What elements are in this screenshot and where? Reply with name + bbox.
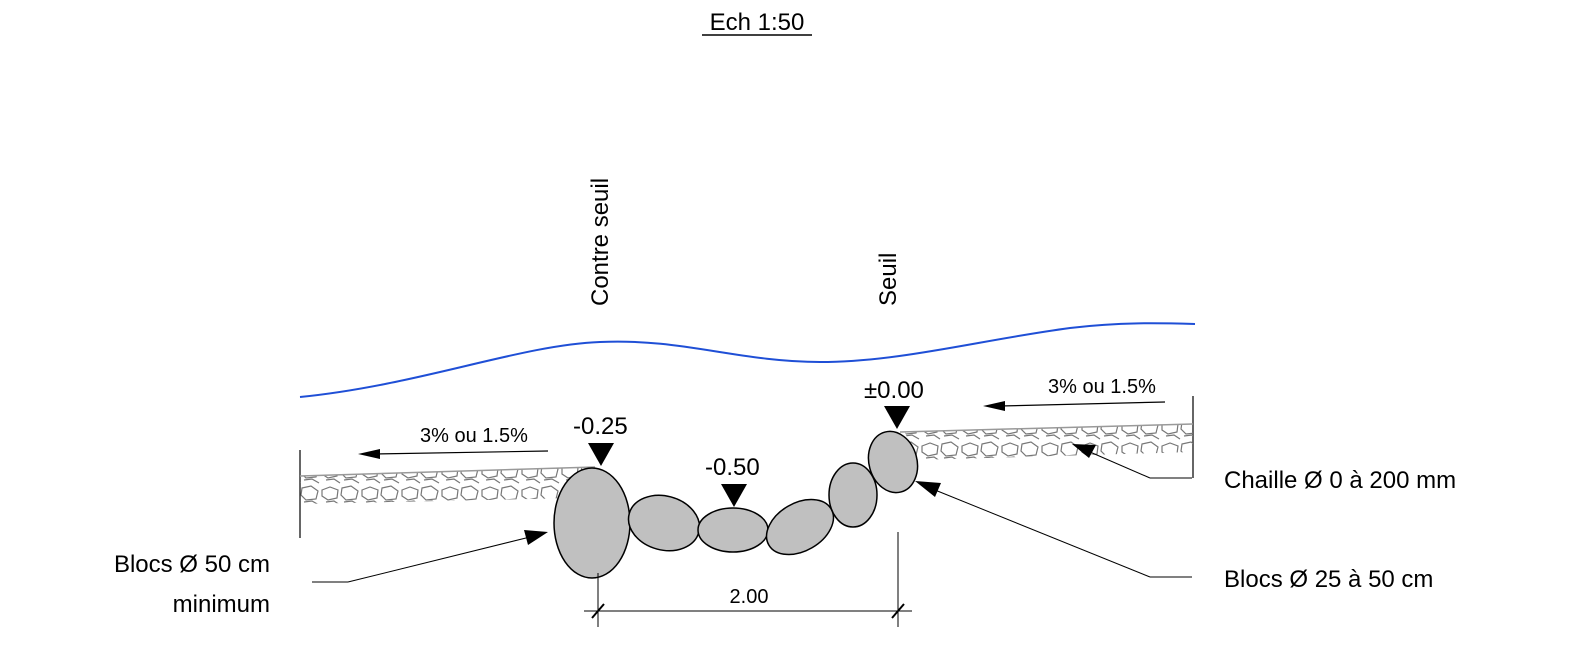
leader-chaille-arrowhead: [1072, 444, 1096, 458]
right-slope-label: 3% ou 1.5%: [1048, 376, 1156, 398]
level-center: -0.50: [705, 454, 760, 481]
level-marker-center: [721, 484, 747, 507]
right-slope-arrowhead: [983, 401, 1005, 411]
dimension-tick-left: [591, 603, 605, 619]
dimension-tick-right: [891, 603, 905, 619]
left-slope-arrowhead: [358, 449, 380, 459]
leader-blocs-50-arrowhead: [524, 530, 548, 545]
leader-chaille: [1089, 451, 1151, 479]
block-center: [697, 507, 769, 553]
level-contre-seuil: -0.25: [573, 413, 628, 440]
leader-blocs-50: [347, 536, 531, 583]
level-seuil: ±0.00: [864, 377, 924, 404]
left-gravel-bed: [300, 467, 590, 504]
contre-seuil-label: Contre seuil: [587, 178, 614, 306]
level-marker-seuil: [884, 406, 910, 429]
left-slope-arrow: [374, 450, 549, 455]
water-surface-line: [299, 322, 1196, 398]
leader-blocs-25-50: [934, 489, 1151, 578]
leader-blocs-25-50-arrowhead: [915, 481, 941, 497]
dimension-value: 2.00: [730, 586, 769, 608]
blocs-50-label-line1: Blocs Ø 50 cm: [114, 551, 270, 578]
block-2: [627, 494, 701, 552]
block-contre-seuil: [553, 467, 631, 579]
scale-title: Ech 1:50: [710, 9, 805, 36]
right-slope-arrow: [999, 401, 1166, 407]
right-gravel-bed: [905, 424, 1193, 460]
block-5: [828, 462, 878, 528]
left-slope-label: 3% ou 1.5%: [420, 425, 528, 447]
level-marker-contre-seuil: [588, 443, 614, 466]
left-bank-surface: [299, 466, 596, 477]
seuil-label: Seuil: [875, 253, 902, 306]
blocs-25-50-label: Blocs Ø 25 à 50 cm: [1224, 566, 1433, 593]
right-bank-surface: [899, 423, 1194, 433]
block-seuil: [867, 430, 919, 494]
chaille-label: Chaille Ø 0 à 200 mm: [1224, 467, 1456, 494]
blocs-50-label-line2: minimum: [173, 591, 270, 618]
